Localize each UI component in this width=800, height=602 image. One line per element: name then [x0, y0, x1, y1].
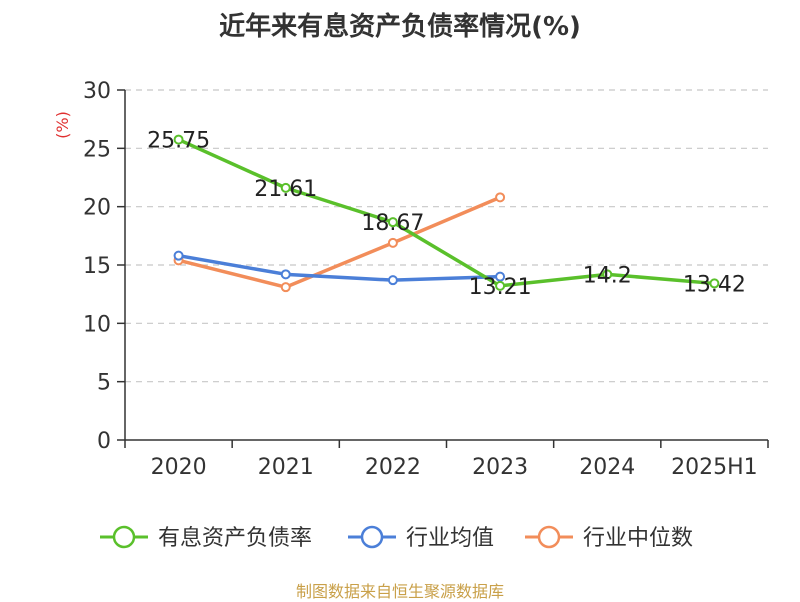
y-tick-label: 25 — [83, 137, 111, 162]
data-label: 21.61 — [254, 177, 317, 202]
data-point — [173, 134, 184, 145]
x-tick-label: 2024 — [579, 455, 635, 480]
x-tick-label: 2023 — [472, 455, 528, 480]
axes: 0 5 10 15 20 25 30 2020 2021 2022 2023 2024 2025H1 (%… — [53, 79, 769, 480]
series-line — [176, 195, 502, 289]
y-tick-label: 20 — [83, 196, 111, 221]
data-point — [280, 182, 291, 193]
legend-marker — [112, 525, 136, 549]
y-tick-label: 30 — [83, 79, 111, 104]
series-lines — [173, 134, 720, 293]
x-tick-label: 2022 — [365, 455, 421, 480]
data-point — [495, 271, 506, 282]
y-tick-label: 0 — [97, 429, 111, 454]
data-labels: 25.75 21.61 18.67 13.21 14.2 13.42 — [147, 129, 746, 300]
data-label: 13.21 — [469, 275, 532, 300]
data-point — [495, 280, 506, 291]
data-point — [387, 237, 398, 248]
data-point — [602, 269, 613, 280]
grid-lines — [125, 89, 768, 383]
x-tick-label: 2025H1 — [671, 455, 758, 480]
series-line — [176, 253, 502, 282]
data-point — [280, 269, 291, 280]
data-point — [387, 217, 398, 228]
y-tick-label: 5 — [97, 371, 111, 396]
legend-label: 有息资产负债率 — [158, 526, 312, 551]
data-point — [387, 275, 398, 286]
series-line — [176, 137, 717, 288]
data-label: 25.75 — [147, 129, 210, 154]
chart-title: 近年来有息资产负债率情况(%) — [219, 12, 581, 42]
legend-label: 行业中位数 — [583, 526, 693, 551]
y-axis-unit: (%) — [53, 111, 72, 139]
data-label: 13.42 — [683, 272, 746, 297]
data-label: 18.67 — [361, 211, 424, 236]
data-point — [495, 192, 506, 203]
y-tick-label: 10 — [83, 312, 111, 337]
legend: 有息资产负债率 行业均值 行业中位数 — [100, 525, 693, 551]
legend-marker — [537, 525, 561, 549]
data-point — [709, 278, 720, 289]
data-point — [173, 250, 184, 261]
legend-label: 行业均值 — [406, 526, 494, 551]
y-tick-label: 15 — [83, 254, 111, 279]
x-tick-label: 2020 — [151, 455, 207, 480]
x-tick-label: 2021 — [258, 455, 314, 480]
data-label: 14.2 — [583, 263, 632, 288]
source-note: 制图数据来自恒生聚源数据库 — [295, 582, 504, 601]
data-point — [280, 282, 291, 293]
legend-marker — [360, 525, 384, 549]
